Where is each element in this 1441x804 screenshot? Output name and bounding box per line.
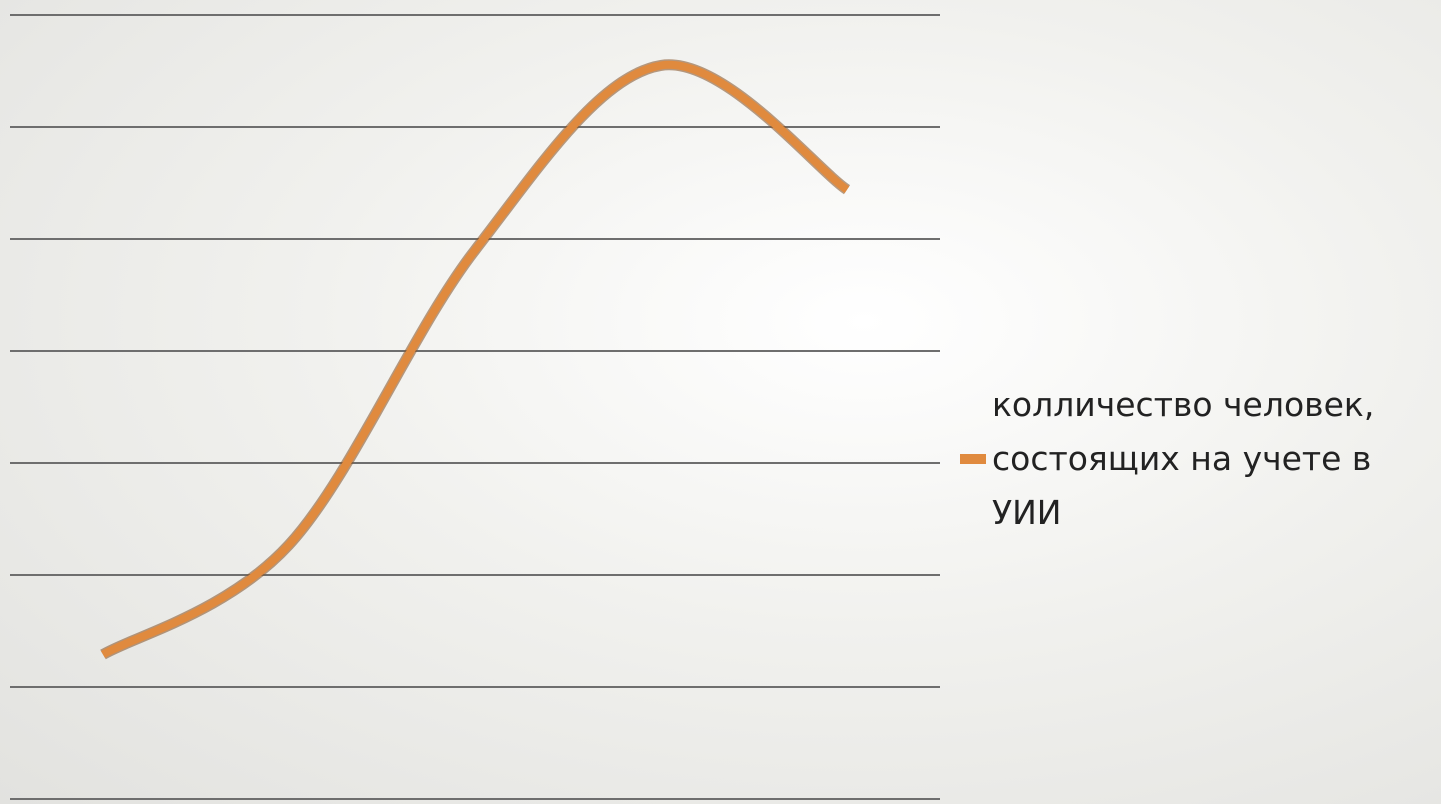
line-outline xyxy=(100,59,851,660)
legend-label: колличество человек, состоящих на учете … xyxy=(992,385,1375,532)
chart xyxy=(10,14,940,800)
legend: колличество человек, состоящих на учете … xyxy=(960,378,1430,540)
legend-key xyxy=(960,454,986,464)
series-line xyxy=(100,60,850,658)
